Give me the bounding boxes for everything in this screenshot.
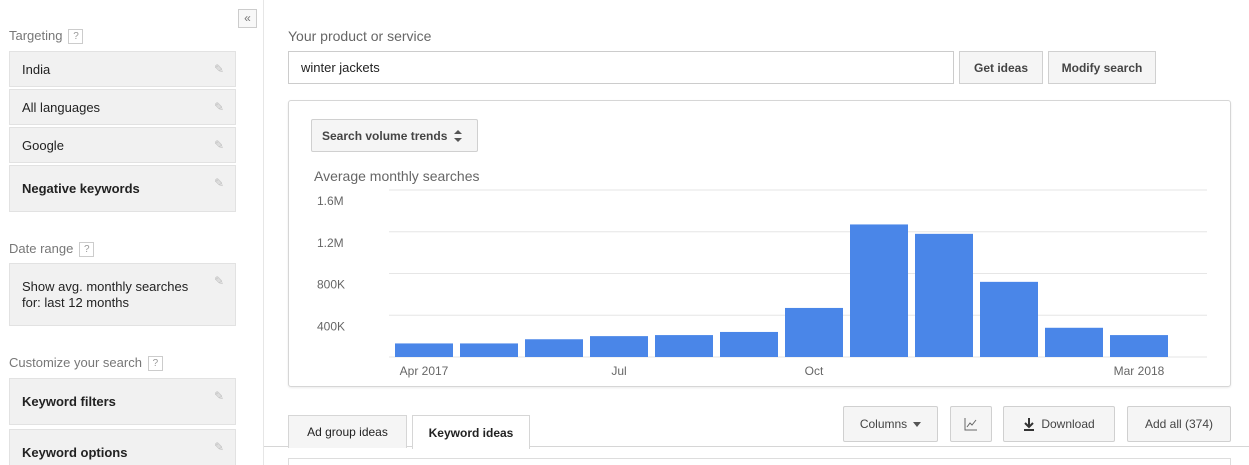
tab-ad-group-ideas[interactable]: Ad group ideas (288, 415, 407, 448)
targeting-item-label: India (22, 61, 51, 77)
bar (655, 335, 713, 357)
y-tick-label: 800K (317, 278, 345, 292)
customize-heading: Customize your search? (9, 355, 163, 371)
bar (720, 331, 778, 357)
targeting-item-negative-keywords[interactable]: Negative keywords ✎ (9, 165, 236, 212)
get-ideas-button[interactable]: Get ideas (959, 51, 1043, 84)
customize-item-label: Keyword filters (22, 394, 116, 409)
targeting-item-label: All languages (22, 99, 101, 115)
tab-keyword-ideas[interactable]: Keyword ideas (412, 415, 530, 449)
targeting-item-language[interactable]: All languages ✎ (9, 89, 236, 125)
pencil-icon[interactable]: ✎ (213, 138, 225, 152)
add-all-button[interactable]: Add all (374) (1127, 406, 1231, 442)
date-range-label: Date range (9, 241, 74, 256)
targeting-heading: Targeting? (9, 28, 84, 44)
trend-select[interactable]: Search volume trends (311, 119, 478, 152)
download-button[interactable]: Download (1003, 406, 1115, 442)
download-label: Download (1041, 417, 1095, 431)
pencil-icon[interactable]: ✎ (213, 389, 225, 403)
y-tick-label: 1.6M (317, 194, 344, 208)
trend-select-label: Search volume trends (322, 128, 448, 143)
product-search-input[interactable] (288, 51, 954, 84)
columns-label: Columns (859, 417, 908, 431)
targeting-item-label: Google (22, 137, 64, 153)
sort-arrows-icon (454, 129, 463, 142)
chart-title: Average monthly searches (314, 168, 480, 184)
pencil-icon[interactable]: ✎ (213, 176, 225, 190)
bar (395, 343, 453, 357)
bar (590, 336, 648, 357)
targeting-item-location[interactable]: India ✎ (9, 51, 236, 87)
sidebar-divider (263, 0, 264, 465)
chart-view-button[interactable] (950, 406, 992, 442)
bar-chart: 400K 800K 1.2M 1.6M Apr 2017 Jul Oct Mar 2018 (317, 189, 1207, 378)
customize-label: Customize your search (9, 355, 142, 370)
modify-search-button[interactable]: Modify search (1048, 51, 1156, 84)
pencil-icon[interactable]: ✎ (213, 440, 225, 454)
x-tick-label: Apr 2017 (400, 364, 449, 378)
targeting-label: Targeting (9, 28, 63, 43)
date-range-value: Show avg. monthly searches for: last 12 … (22, 279, 223, 311)
customize-item-keyword-filters[interactable]: Keyword filters ✎ (9, 378, 236, 425)
product-label: Your product or service (288, 28, 432, 44)
pencil-icon[interactable]: ✎ (213, 274, 225, 288)
help-icon[interactable]: ? (79, 242, 95, 257)
bar (850, 224, 908, 357)
pencil-icon[interactable]: ✎ (213, 100, 225, 114)
dropdown-caret-icon (913, 421, 922, 427)
customize-item-label: Keyword options (22, 445, 128, 460)
targeting-item-network[interactable]: Google ✎ (9, 127, 236, 163)
bar (915, 233, 973, 357)
pencil-icon[interactable]: ✎ (213, 62, 225, 76)
x-tick-label: Mar 2018 (1114, 364, 1165, 378)
sidebar: « Targeting? India ✎ All languages ✎ Goo… (0, 0, 262, 465)
bar (1110, 335, 1168, 357)
date-range-item[interactable]: Show avg. monthly searches for: last 12 … (9, 263, 236, 326)
bar (460, 343, 518, 357)
results-table (288, 458, 1231, 465)
help-icon[interactable]: ? (68, 29, 84, 44)
line-chart-icon (964, 418, 977, 431)
y-tick-label: 1.2M (317, 236, 344, 250)
columns-button[interactable]: Columns (843, 406, 938, 442)
targeting-item-label: Negative keywords (22, 181, 140, 196)
bar (785, 307, 843, 357)
date-range-line1: Show avg. monthly searches (22, 278, 189, 294)
bar (1045, 327, 1103, 357)
tabs-baseline (264, 446, 1249, 447)
customize-item-keyword-options[interactable]: Keyword options ✎ (9, 429, 236, 465)
x-tick-label: Jul (611, 364, 626, 378)
x-tick-label: Oct (805, 364, 824, 378)
bar (980, 281, 1038, 357)
date-range-heading: Date range? (9, 241, 95, 257)
download-icon (1024, 417, 1035, 431)
chart-panel: Search volume trends Average monthly sea… (288, 100, 1231, 387)
help-icon[interactable]: ? (147, 356, 163, 371)
date-range-line2: for: last 12 months (22, 294, 129, 310)
y-tick-label: 400K (317, 319, 345, 333)
collapse-sidebar-button[interactable]: « (238, 9, 257, 28)
bar (525, 339, 583, 357)
